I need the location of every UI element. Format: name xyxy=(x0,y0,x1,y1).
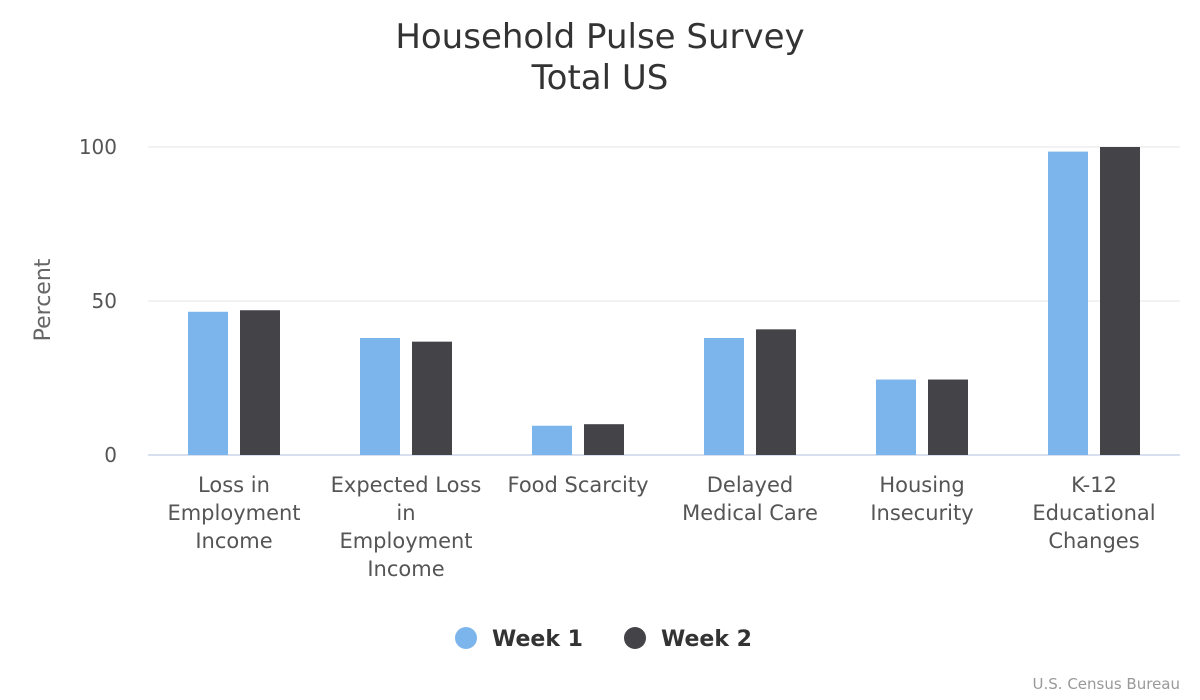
grid xyxy=(148,146,1180,456)
legend-label: Week 2 xyxy=(661,627,752,652)
x-tick-label: Income xyxy=(195,529,272,553)
bar-week-1[interactable] xyxy=(188,311,228,455)
x-tick-label: Employment xyxy=(167,501,300,525)
x-tick-label: Expected Loss xyxy=(331,473,482,497)
bar-week-1[interactable] xyxy=(876,379,916,455)
bar-week-2[interactable] xyxy=(412,341,452,455)
x-tick-label: Medical Care xyxy=(682,501,818,525)
x-tick-label: Changes xyxy=(1048,529,1139,553)
y-axis-label: Percent xyxy=(31,258,56,341)
bar-week-1[interactable] xyxy=(360,337,400,455)
bar-week-2[interactable] xyxy=(928,379,968,455)
x-tick-label: Educational xyxy=(1032,501,1155,525)
x-tick-label: Food Scarcity xyxy=(508,473,649,497)
bar-week-2[interactable] xyxy=(240,310,280,455)
y-axis-ticks: 0 50 100 xyxy=(79,135,117,467)
y-tick-label: 0 xyxy=(104,443,117,467)
x-axis-labels: Loss in Employment Income Expected Loss in Em… xyxy=(167,473,1155,581)
legend-marker xyxy=(624,627,646,649)
x-tick-label: Employment xyxy=(339,529,472,553)
legend-item[interactable]: Week 2 xyxy=(624,627,752,652)
x-tick-label: in xyxy=(396,501,415,525)
legend-marker xyxy=(455,627,477,649)
bar-week-1[interactable] xyxy=(704,337,744,455)
x-tick-label: Delayed xyxy=(707,473,793,497)
chart-title: Household Pulse Survey Total US xyxy=(395,17,804,98)
chart-title-line-1: Household Pulse Survey xyxy=(395,17,804,57)
y-tick-label: 50 xyxy=(92,289,117,313)
x-tick-label: Insecurity xyxy=(870,501,973,525)
y-tick-label: 100 xyxy=(79,135,117,159)
x-tick-label: Housing xyxy=(879,473,964,497)
bars xyxy=(188,147,1140,455)
bar-week-2[interactable] xyxy=(756,329,796,455)
chart-title-line-2: Total US xyxy=(531,58,669,98)
credit[interactable]: U.S. Census Bureau xyxy=(1033,675,1180,693)
x-tick-label: K-12 xyxy=(1071,473,1117,497)
x-tick-label: Loss in xyxy=(198,473,270,497)
x-tick-label: Income xyxy=(367,557,444,581)
bar-week-2[interactable] xyxy=(584,424,624,455)
legend-item[interactable]: Week 1 xyxy=(455,627,583,652)
bar-week-1[interactable] xyxy=(532,425,572,455)
legend-label: Week 1 xyxy=(492,627,583,652)
bar-week-2[interactable] xyxy=(1100,147,1140,455)
bar-week-1[interactable] xyxy=(1048,151,1088,455)
legend[interactable]: Week 1 Week 2 xyxy=(455,627,752,652)
